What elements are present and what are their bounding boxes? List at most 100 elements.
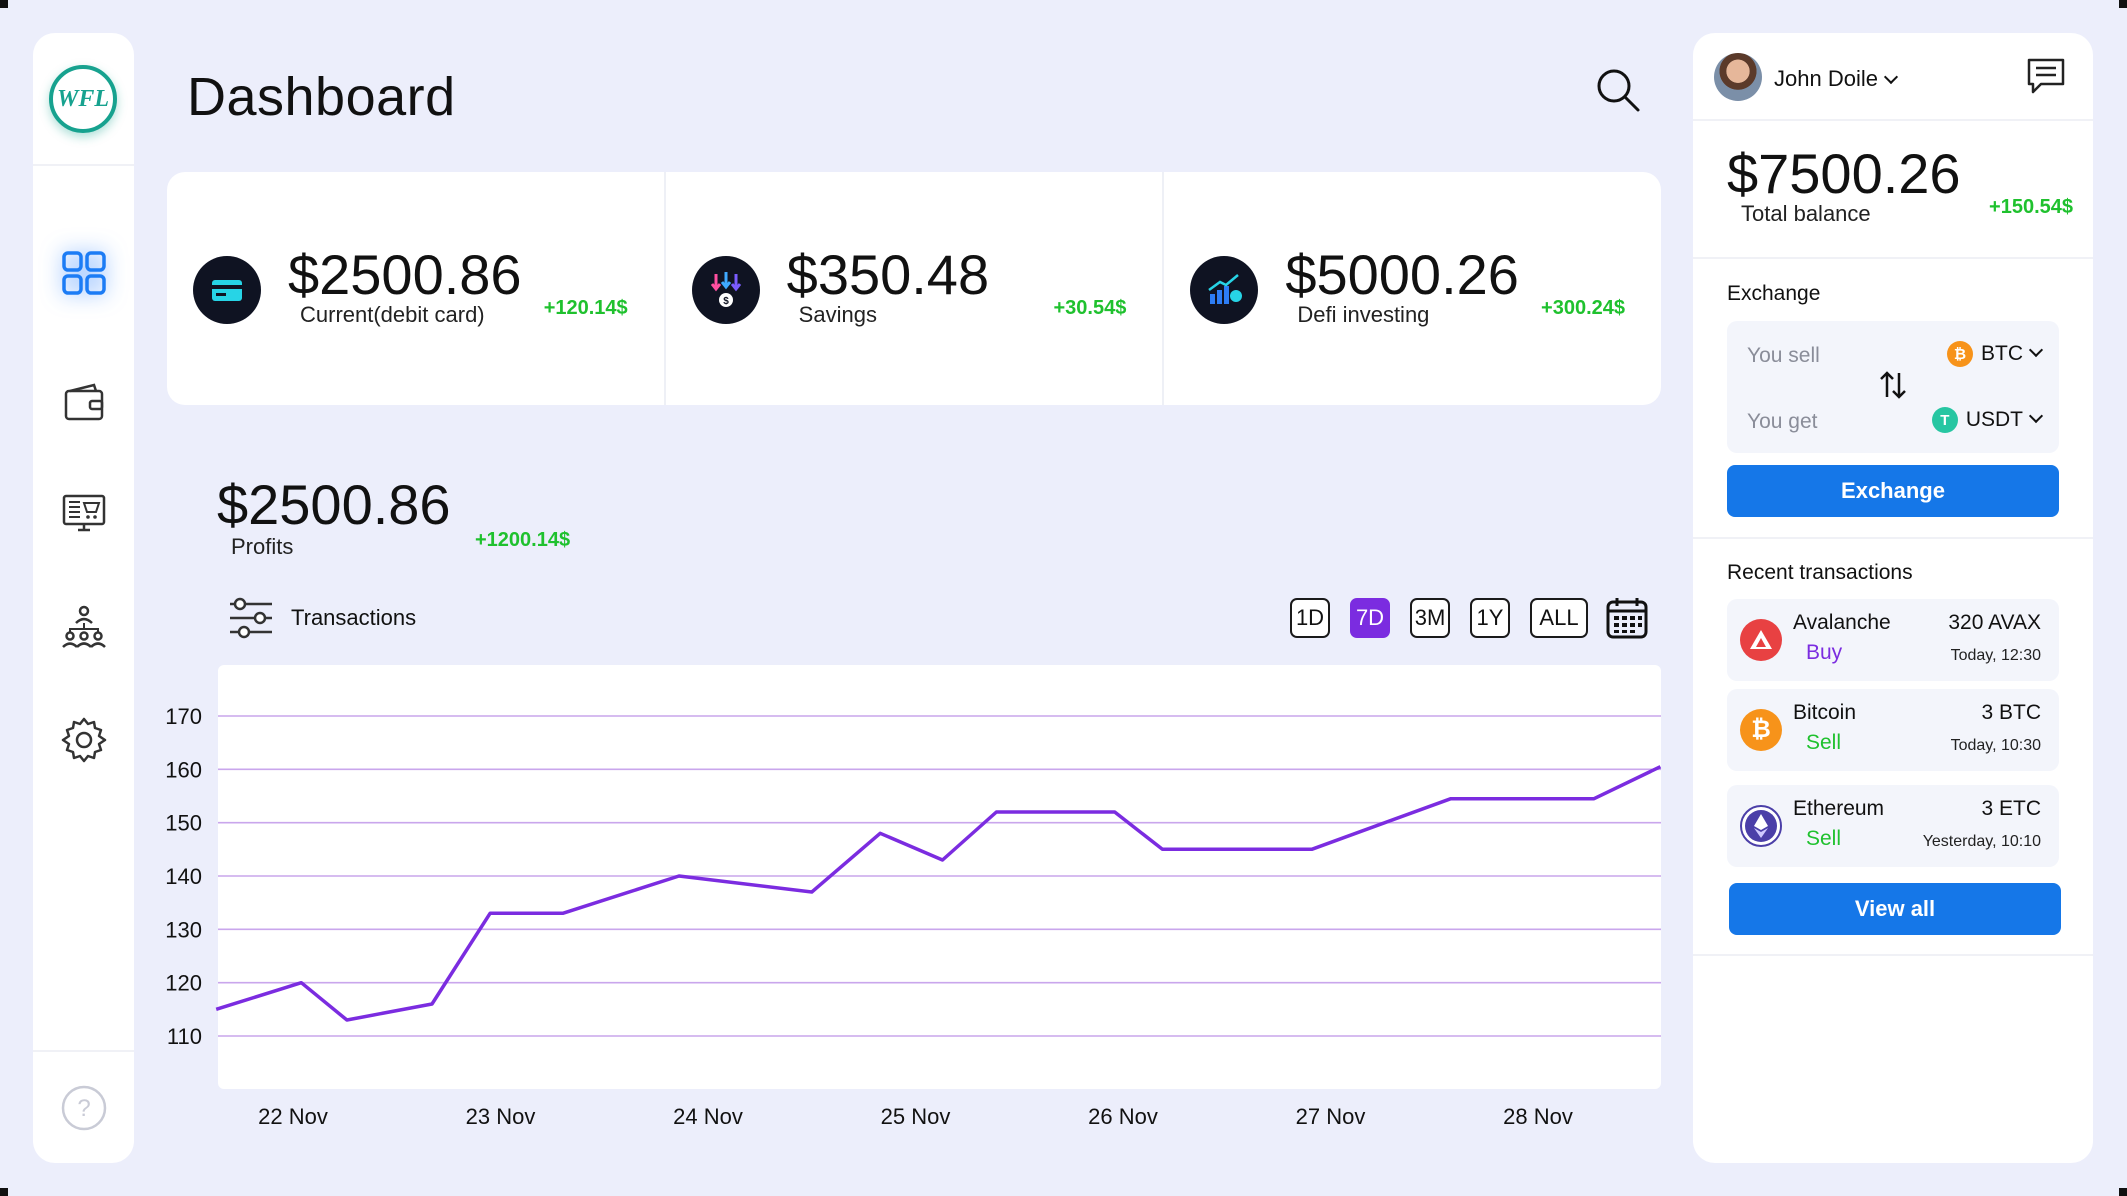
profits-amount: $2500.86: [217, 473, 451, 536]
exchange-box: You sell ₿ BTC You get T USDT: [1727, 321, 2059, 453]
y-tick-label: 140: [165, 864, 202, 889]
x-tick-label: 25 Nov: [881, 1104, 951, 1129]
credit-card-icon: [193, 256, 261, 324]
btc-icon: ₿: [1947, 341, 1973, 367]
card-amount: $5000.26: [1285, 243, 1519, 306]
avatar[interactable]: [1714, 53, 1762, 101]
bitcoin-icon: ₿: [1740, 709, 1782, 751]
sidebar-item-dashboard[interactable]: [58, 247, 110, 299]
y-tick-label: 110: [167, 1024, 202, 1049]
x-tick-label: 28 Nov: [1503, 1104, 1573, 1129]
corner-mark: [2119, 1188, 2127, 1196]
range-3m-button[interactable]: 3M: [1410, 598, 1450, 638]
view-all-button[interactable]: View all: [1729, 883, 2061, 935]
account-card-savings[interactable]: $ $350.48 Savings +30.54$: [666, 172, 1165, 405]
y-tick-label: 170: [165, 704, 202, 729]
svg-text:$: $: [723, 296, 729, 307]
chevron-down-icon: [1883, 69, 1899, 85]
card-label: Savings: [798, 302, 877, 327]
card-change: +300.24$: [1541, 297, 1626, 319]
balance-label: Total balance: [1741, 201, 1871, 226]
savings-down-arrows-icon: $: [691, 256, 760, 324]
monitor-cart-icon: [62, 494, 106, 532]
transaction-item-bitcoin[interactable]: ₿ Bitcoin Sell 3 BTC Today, 10:30: [1727, 689, 2059, 771]
chat-icon[interactable]: [2025, 55, 2067, 97]
usdt-icon: T: [1931, 407, 1958, 433]
swap-arrows-icon[interactable]: [1875, 367, 1911, 403]
transaction-amount: 3 ETC: [1981, 797, 2041, 820]
card-label: Defi investing: [1297, 302, 1430, 327]
search-icon[interactable]: [1594, 66, 1642, 114]
sidebar: WFL: [33, 33, 134, 1163]
sidebar-item-wallet[interactable]: [58, 377, 110, 429]
get-label: You get: [1747, 410, 1818, 433]
balance-amount: $7500.26: [1727, 142, 1961, 205]
range-1d-button[interactable]: 1D: [1290, 598, 1330, 638]
gear-icon: [61, 717, 107, 763]
svg-text:?: ?: [77, 1095, 90, 1122]
x-tick-label: 22 Nov: [258, 1104, 328, 1129]
panel-divider: [1693, 119, 2093, 121]
panel-divider: [1693, 257, 2093, 259]
chevron-down-icon: [2028, 342, 2044, 358]
help-icon: ?: [61, 1085, 107, 1131]
chevron-down-icon: [2028, 408, 2044, 424]
transaction-amount: 320 AVAX: [1948, 611, 2041, 634]
x-tick-label: 26 Nov: [1088, 1104, 1158, 1129]
logo[interactable]: WFL: [49, 65, 117, 133]
range-7d-button[interactable]: 7D: [1350, 598, 1390, 638]
balance-change: +150.54$: [1989, 196, 2073, 218]
card-amount: $350.48: [786, 243, 990, 306]
get-coin-select[interactable]: T USDT: [1931, 407, 2044, 433]
sidebar-divider: [33, 1050, 134, 1052]
exchange-button[interactable]: Exchange: [1727, 465, 2059, 517]
profits-label: Profits: [231, 534, 294, 559]
y-tick-label: 120: [165, 971, 202, 996]
user-menu[interactable]: John Doile: [1774, 66, 1899, 92]
sell-coin-select[interactable]: ₿ BTC: [1947, 341, 2044, 367]
sidebar-item-market[interactable]: [58, 488, 110, 540]
account-cards: $2500.86 Current(debit card) +120.14$ $ …: [167, 172, 1661, 405]
transaction-time: Today, 12:30: [1950, 647, 2041, 664]
people-network-icon: [62, 605, 106, 648]
transaction-item-ethereum[interactable]: Ethereum Sell 3 ETC Yesterday, 10:10: [1727, 785, 2059, 867]
calendar-icon[interactable]: [1605, 596, 1649, 640]
transaction-type: Sell: [1806, 827, 1842, 850]
corner-mark: [2119, 0, 2127, 8]
transaction-name: Bitcoin: [1793, 701, 1857, 724]
transactions-title: Transactions: [291, 605, 417, 630]
transaction-time: Yesterday, 10:10: [1922, 833, 2041, 850]
sidebar-divider: [33, 164, 134, 166]
transaction-name: Avalanche: [1793, 611, 1891, 634]
wallet-icon: [64, 383, 104, 421]
chart-area: [218, 665, 1661, 1089]
investing-chart-icon: [1190, 256, 1259, 324]
x-tick-label: 27 Nov: [1296, 1104, 1366, 1129]
transaction-item-avalanche[interactable]: Avalanche Buy 320 AVAX Today, 12:30: [1727, 599, 2059, 681]
range-all-button[interactable]: ALL: [1530, 598, 1588, 638]
get-coin: USDT: [1965, 408, 2023, 431]
y-tick-label: 130: [165, 917, 202, 942]
card-change: +30.54$: [1053, 297, 1127, 319]
corner-mark: [0, 0, 8, 8]
account-card-current[interactable]: $2500.86 Current(debit card) +120.14$: [167, 172, 666, 405]
exchange-title: Exchange: [1727, 282, 1821, 305]
panel-divider: [1693, 537, 2093, 539]
sidebar-item-settings[interactable]: [58, 714, 110, 766]
y-tick-label: 150: [165, 811, 202, 836]
x-tick-label: 23 Nov: [466, 1104, 536, 1129]
account-card-defi[interactable]: $5000.26 Defi investing +300.24$: [1164, 172, 1661, 405]
range-1y-button[interactable]: 1Y: [1470, 598, 1510, 638]
help-button[interactable]: ?: [58, 1082, 110, 1134]
y-tick-label: 160: [165, 757, 202, 782]
panel-divider: [1693, 954, 2093, 956]
card-change: +120.14$: [543, 297, 628, 319]
sidebar-item-network[interactable]: [58, 601, 110, 653]
user-name: John Doile: [1774, 66, 1878, 91]
grid-icon: [62, 251, 106, 295]
transaction-name: Ethereum: [1793, 797, 1885, 820]
sell-label: You sell: [1747, 344, 1820, 367]
transaction-time: Today, 10:30: [1950, 737, 2041, 754]
card-amount: $2500.86: [288, 243, 522, 306]
filter-sliders-icon[interactable]: [228, 597, 274, 639]
